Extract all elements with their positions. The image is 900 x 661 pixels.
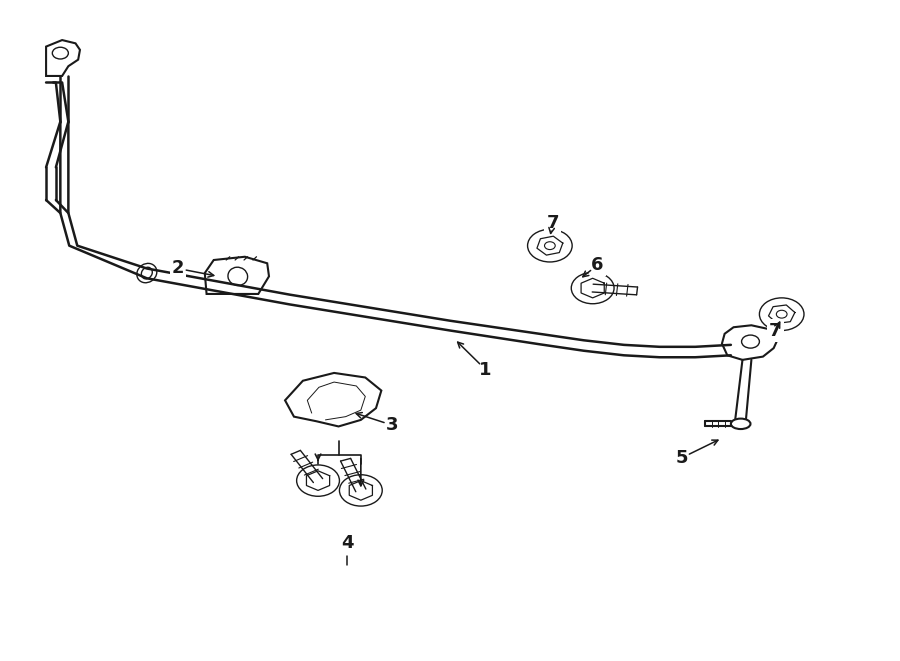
Text: 2: 2 (172, 260, 184, 278)
Text: 3: 3 (386, 416, 399, 434)
Circle shape (742, 335, 760, 348)
Polygon shape (205, 256, 269, 294)
Text: 4: 4 (341, 533, 354, 552)
Circle shape (52, 47, 68, 59)
Circle shape (527, 229, 572, 262)
Circle shape (297, 465, 339, 496)
Polygon shape (722, 325, 778, 360)
Circle shape (777, 310, 787, 318)
Text: 7: 7 (770, 321, 782, 340)
Polygon shape (726, 332, 756, 356)
Circle shape (572, 272, 614, 304)
Circle shape (734, 339, 749, 350)
Text: 1: 1 (480, 361, 492, 379)
Ellipse shape (137, 263, 157, 283)
Circle shape (760, 298, 804, 330)
Circle shape (544, 242, 555, 250)
Text: 5: 5 (676, 449, 688, 467)
Text: 7: 7 (546, 214, 559, 232)
Circle shape (339, 475, 382, 506)
Ellipse shape (141, 267, 152, 279)
Ellipse shape (228, 267, 248, 286)
Polygon shape (285, 373, 382, 426)
Text: 6: 6 (591, 256, 603, 274)
Polygon shape (46, 40, 80, 76)
Ellipse shape (731, 418, 751, 429)
